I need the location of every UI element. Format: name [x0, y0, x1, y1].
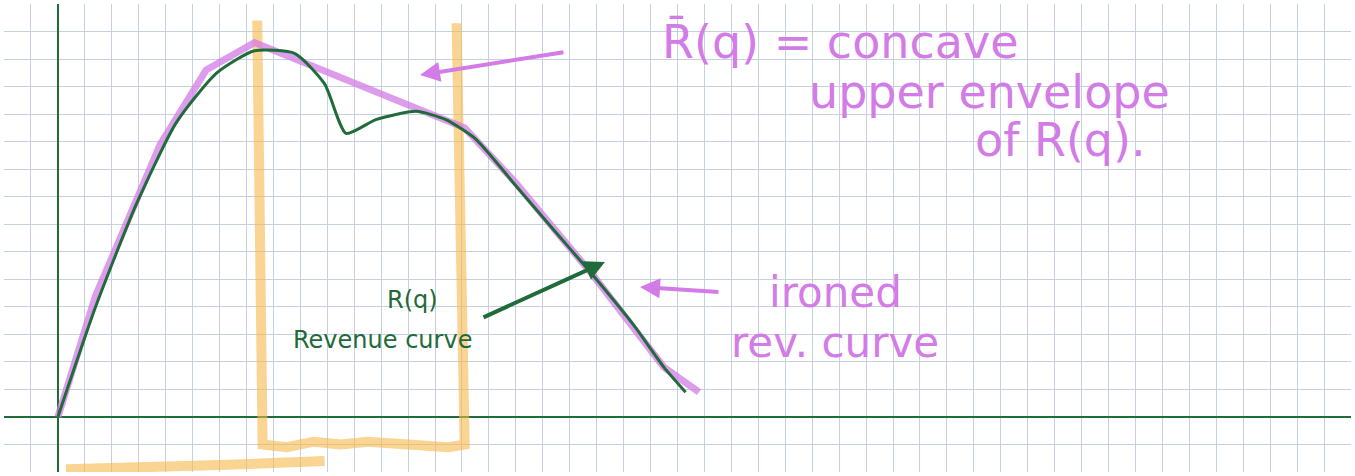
svg-text:Revenue curve: Revenue curve — [293, 326, 472, 354]
svg-text:R(q): R(q) — [387, 286, 438, 314]
svg-text:upper envelope: upper envelope — [809, 65, 1170, 119]
svg-text:R̄(q) = concave: R̄(q) = concave — [662, 15, 1018, 69]
svg-text:rev. curve: rev. curve — [731, 318, 939, 367]
svg-text:of R(q).: of R(q). — [975, 113, 1146, 167]
svg-text:ironed: ironed — [769, 268, 902, 317]
